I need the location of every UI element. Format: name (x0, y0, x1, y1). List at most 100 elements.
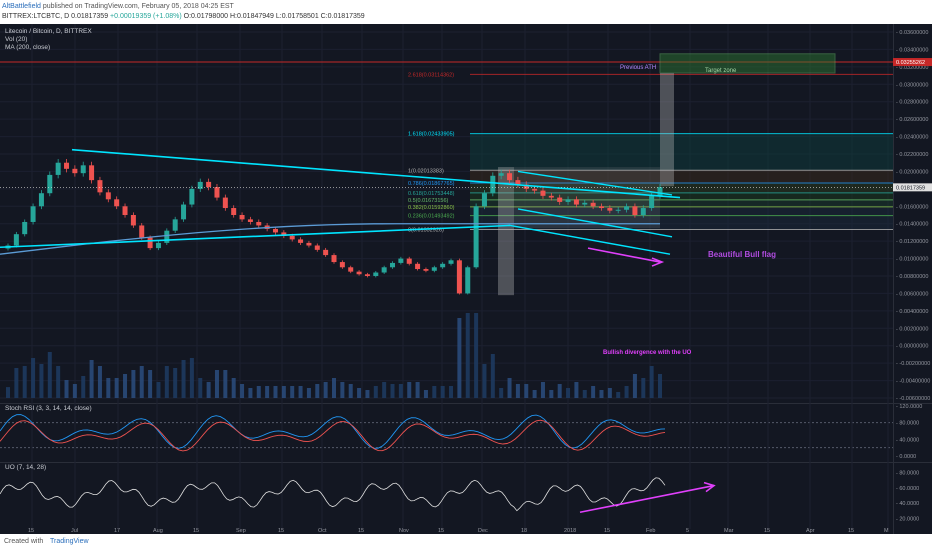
tradingview-logo[interactable]: TradingView (50, 538, 89, 545)
volume-bar (390, 384, 395, 398)
pane-divider (0, 403, 932, 404)
candle-body (122, 206, 128, 215)
stoch-d-line (0, 419, 666, 452)
legend-ma: MA (200, close) (5, 44, 51, 51)
price-tick-label: - 0.02400000 (896, 135, 928, 141)
volume-bar (81, 376, 86, 398)
candle-body (364, 274, 370, 276)
ath-price-tag (893, 58, 932, 67)
candle-body (105, 192, 111, 200)
price-tick-label: - 0.00400000 (896, 309, 928, 315)
support-trendline (0, 224, 511, 249)
flag-projection-line (509, 224, 671, 255)
candles (5, 159, 663, 295)
candle-body (573, 199, 579, 205)
candle-body (181, 204, 187, 220)
candle-body (523, 184, 529, 189)
footer: Created with TradingView (0, 534, 932, 550)
fib-label: 0.618(0.01753448) (408, 191, 455, 197)
candle-body (256, 221, 262, 226)
candle-body (590, 202, 596, 207)
candle-body (22, 221, 28, 235)
volume-bar (457, 318, 462, 398)
candle-body (222, 197, 228, 209)
bull-flag-arrow (587, 247, 661, 263)
price-tick-label: - 0.00600000 (896, 291, 928, 297)
volume-bar (131, 370, 136, 398)
volume-bar (106, 378, 111, 398)
candle-body (272, 228, 278, 233)
volume-bar (407, 382, 412, 398)
volume-bar (306, 388, 311, 398)
volume-bar (423, 390, 428, 398)
price-tick-label: - 0.02800000 (896, 100, 928, 106)
candle-body (582, 202, 588, 205)
stoch-k-line (0, 414, 666, 449)
volume-bar (206, 382, 211, 398)
candle-body (298, 239, 304, 243)
candle-body (72, 168, 78, 174)
price-tick-label: - -0.00400000 (896, 379, 930, 385)
uo-line (0, 477, 666, 512)
price-chart-svg[interactable]: 2.618(0.03114362) 1.618(0.02433905) 1(0.02… (0, 24, 932, 534)
time-tick-label: Jul (71, 528, 78, 534)
volume-bar (139, 366, 144, 398)
time-tick-label: Aug (153, 528, 163, 534)
volume-bar (214, 370, 219, 398)
time-tick-label: 15 (848, 528, 854, 534)
candle-body (172, 219, 178, 231)
volume-bar (89, 360, 94, 398)
volume-bar (22, 366, 27, 398)
candle-body (55, 162, 61, 175)
candle-body (373, 272, 379, 276)
time-tick-label: 15 (438, 528, 444, 534)
candle-body (214, 187, 220, 198)
candle-body (30, 206, 36, 222)
stoch-tick-label: - 40.0000 (896, 437, 919, 443)
candle-body (247, 219, 253, 222)
flag-lower-line (517, 208, 673, 238)
volume-bar (6, 387, 10, 398)
candle-body (398, 258, 404, 263)
time-tick-label: 2018 (564, 528, 576, 534)
price-legend: Litecoin / Bitcoin, D, BITTREX Vol (20) … (5, 28, 92, 52)
candle-body (331, 255, 337, 263)
uo-tick-label: - 40.0000 (896, 501, 919, 507)
volume-bar (223, 370, 228, 398)
c-value: C:0.01817359 (320, 13, 365, 20)
candle-body (239, 215, 245, 220)
candle-body (139, 225, 145, 238)
time-tick-label: 15 (604, 528, 610, 534)
created-with-text: Created with (4, 538, 44, 545)
candle-body (64, 162, 70, 169)
time-tick-label: 15 (764, 528, 770, 534)
candle-body (381, 267, 387, 273)
stoch-tick-label: - 120.0000 (896, 404, 922, 410)
fib-zone (470, 192, 893, 200)
volume-bar (641, 378, 646, 398)
candle-body (607, 208, 613, 211)
volume-bar (365, 390, 370, 398)
volume-bar (415, 382, 420, 398)
time-tick-label: Apr (806, 528, 815, 534)
chart-area[interactable]: 2.618(0.03114362) 1.618(0.02433905) 1(0.02… (0, 24, 932, 534)
price-tick-label: - 0.03600000 (896, 30, 928, 36)
candle-body (155, 242, 161, 249)
volume-bar (482, 364, 487, 398)
volume-bar (574, 382, 579, 398)
candle-body (431, 267, 437, 271)
price-tick-label: - 0.00000000 (896, 344, 928, 350)
volume-bar (649, 366, 654, 398)
candle-body (390, 262, 396, 268)
fib-label: 0.382(0.01592860) (408, 205, 455, 211)
candle-body (314, 245, 320, 250)
price-tick-label: - 0.00200000 (896, 326, 928, 332)
volume-bar (290, 386, 295, 398)
projection-box (660, 72, 674, 187)
time-tick-label: Sep (236, 528, 246, 534)
candle-body (206, 181, 212, 188)
ohlc-line: BITTREX:LTCBTC, D 0.01817359 +0.00019359… (2, 12, 365, 21)
price-tick-label: - 0.01400000 (896, 222, 928, 228)
volume-bar (39, 364, 44, 398)
author-link[interactable]: AltBattlefield (2, 3, 41, 10)
